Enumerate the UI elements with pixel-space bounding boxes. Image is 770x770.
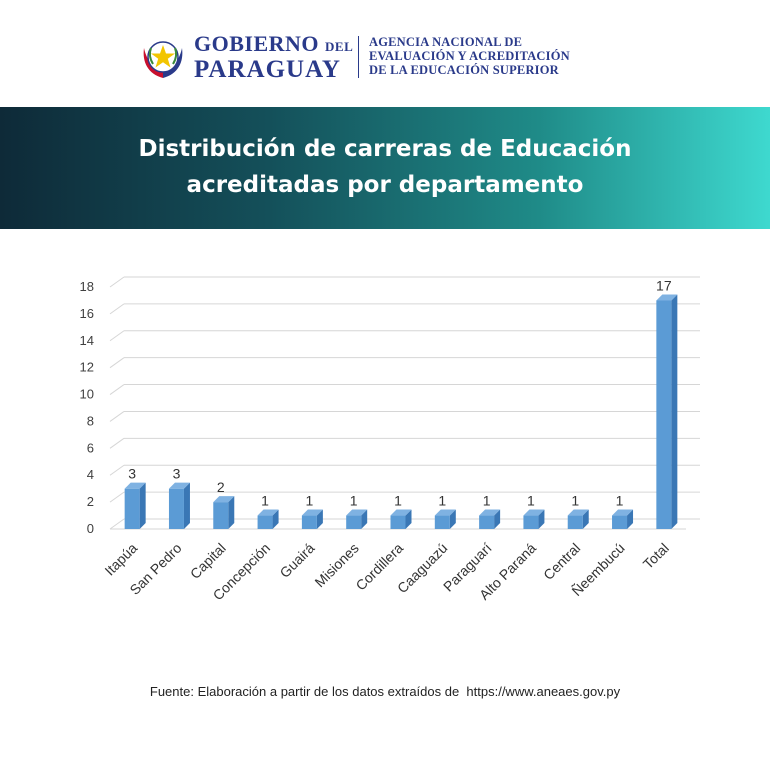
x-tick-label: Capital [187, 540, 229, 582]
bar [168, 488, 184, 529]
bar-top [434, 509, 456, 516]
bar-side [361, 509, 368, 529]
bar [390, 515, 406, 529]
bar-side [627, 509, 634, 529]
gridline-diagonal [109, 464, 125, 476]
y-tick-label: 14 [80, 333, 94, 348]
data-label: 1 [483, 493, 491, 509]
header: GOBIERNO DEL PARAGUAY AGENCIA NACIONAL D… [0, 0, 770, 107]
data-label: 1 [571, 493, 579, 509]
bar [479, 515, 495, 529]
bar-top [612, 509, 634, 516]
gov-line1: GOBIERNO [194, 31, 320, 56]
data-label: 1 [394, 493, 402, 509]
data-label: 1 [527, 493, 535, 509]
title-banner [0, 107, 770, 229]
bar-side [538, 509, 545, 529]
bar-top [390, 509, 412, 516]
gridline-diagonal [109, 330, 125, 342]
bar-side [405, 509, 412, 529]
x-tick-label: Guairá [276, 540, 317, 581]
bar-top [523, 509, 545, 516]
bar-top [346, 509, 368, 516]
bar-top [567, 509, 589, 516]
x-tick-label: Itapúa [101, 540, 140, 579]
gov-line2: PARAGUAY [194, 56, 341, 83]
bar-side [183, 482, 190, 529]
government-seal-icon [143, 41, 183, 78]
agency-line1: AGENCIA NACIONAL DE [369, 35, 523, 49]
gridline-diagonal [109, 276, 125, 288]
banner-title-line1: Distribución de carreras de Educación [138, 136, 632, 162]
gridline-diagonal [109, 491, 125, 503]
bar-top [301, 509, 323, 516]
bar [523, 515, 539, 529]
data-label: 17 [656, 277, 672, 293]
bar [301, 515, 317, 529]
bar-side [582, 509, 589, 529]
x-tick-label: Total [640, 540, 672, 572]
bar-side [449, 509, 456, 529]
bar-top [124, 482, 146, 489]
agency-line2: EVALUACIÓN Y ACREDITACIÓN [369, 49, 570, 63]
government-logo-text: GOBIERNO DEL PARAGUAY [194, 31, 354, 83]
y-tick-label: 16 [80, 306, 94, 321]
bar-side [272, 509, 279, 529]
x-tick-label: Central [540, 540, 583, 583]
gridline-diagonal [109, 518, 125, 530]
y-tick-label: 0 [87, 521, 94, 536]
y-tick-label: 6 [87, 440, 94, 455]
data-label: 1 [616, 493, 624, 509]
y-tick-label: 4 [87, 467, 94, 482]
bar-top [213, 496, 235, 503]
bar-top [656, 294, 678, 301]
bar [434, 515, 450, 529]
gridline-diagonal [109, 411, 125, 422]
gridline-diagonal [109, 357, 125, 369]
y-tick-label: 10 [80, 387, 94, 402]
bar-side [316, 509, 323, 529]
data-label: 1 [305, 493, 313, 509]
data-label: 3 [173, 466, 181, 482]
bar-side [139, 482, 146, 529]
gridline-diagonal [109, 437, 125, 449]
logo-divider [358, 36, 359, 78]
bar [612, 515, 628, 529]
bar-top [257, 509, 279, 516]
y-tick-label: 12 [80, 360, 94, 375]
bar-side [671, 294, 678, 529]
agency-name: AGENCIA NACIONAL DE EVALUACIÓN Y ACREDIT… [369, 35, 570, 77]
bar [346, 515, 362, 529]
bar [656, 300, 672, 529]
banner-title-line2: acreditadas por departamento [186, 172, 584, 198]
gov-del: DEL [325, 39, 354, 54]
gridline-diagonal [109, 384, 125, 395]
bar-top [168, 482, 190, 489]
data-label: 3 [128, 466, 136, 482]
source-footer: Fuente: Elaboración a partir de los dato… [149, 684, 621, 699]
bar [257, 515, 273, 529]
y-tick-label: 2 [87, 494, 94, 509]
y-tick-label: 18 [80, 279, 94, 294]
data-label: 1 [438, 493, 446, 509]
data-label: 1 [350, 493, 358, 509]
data-label: 2 [217, 479, 225, 495]
banner-title: Distribución de carreras de Educación ac… [0, 131, 770, 203]
bar [567, 515, 583, 529]
bar-top [479, 509, 501, 516]
agency-line3: DE LA EDUCACIÓN SUPERIOR [369, 63, 559, 77]
bar [213, 502, 229, 529]
data-label: 1 [261, 493, 269, 509]
y-tick-label: 8 [87, 413, 94, 428]
bar-side [494, 509, 501, 529]
bar-side [228, 496, 235, 529]
bar [124, 488, 140, 529]
gridline-diagonal [109, 303, 125, 315]
